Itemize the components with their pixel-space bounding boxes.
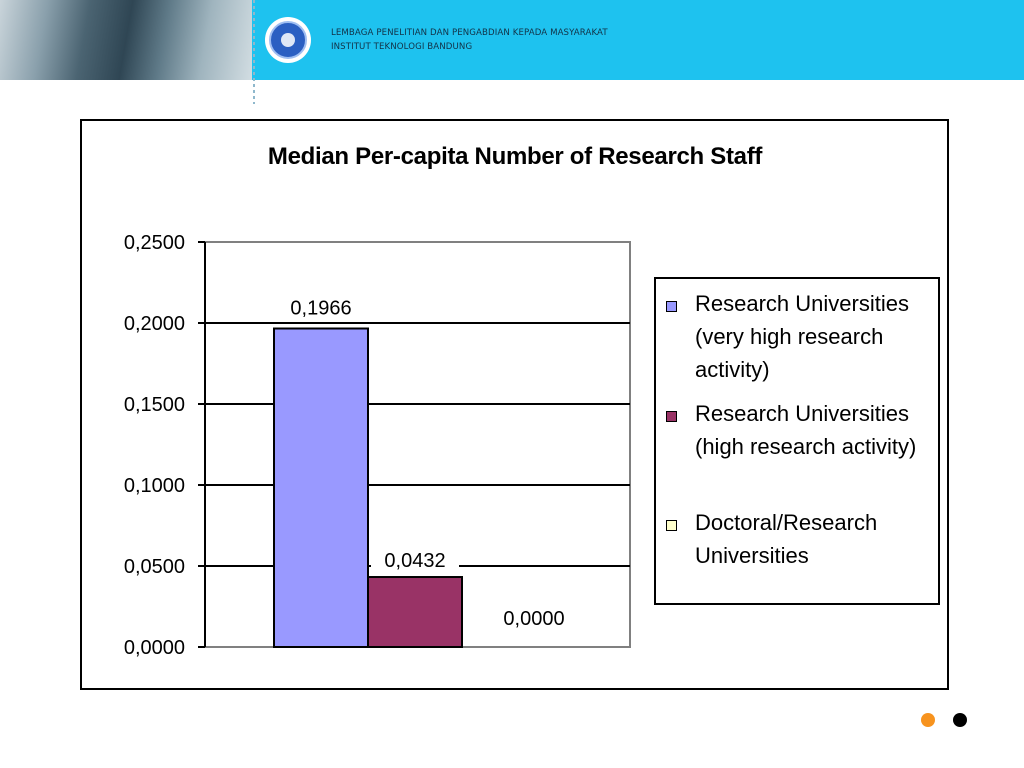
- y-tick-label: 0,2000: [124, 313, 185, 335]
- header-banner: LEMBAGA PENELITIAN DAN PENGABDIAN KEPADA…: [0, 0, 1024, 80]
- bar: [273, 327, 369, 648]
- y-tick-label: 0,2500: [124, 232, 185, 254]
- institution-name: LEMBAGA PENELITIAN DAN PENGABDIAN KEPADA…: [331, 26, 608, 54]
- chart-legend: Research Universities (very high researc…: [654, 277, 940, 605]
- y-tick-label: 0,1500: [124, 394, 185, 416]
- data-label: 0,0000: [503, 608, 564, 630]
- y-tick-label: 0,1000: [124, 475, 185, 497]
- legend-label: Research Universities (very high researc…: [695, 291, 909, 382]
- legend-swatch: [666, 411, 677, 422]
- y-tick-label: 0,0500: [124, 556, 185, 578]
- nav-dot-black[interactable]: [953, 713, 967, 727]
- institution-logo: [265, 17, 311, 63]
- data-label-bg: [490, 603, 578, 631]
- legend-swatch: [666, 520, 677, 531]
- data-label-bg: [277, 292, 365, 321]
- chart-title: Median Per-capita Number of Research Sta…: [267, 143, 763, 170]
- institution-line-2: INSTITUT TEKNOLOGI BANDUNG: [331, 42, 473, 52]
- banner-divider: [253, 0, 255, 104]
- institution-line-1: LEMBAGA PENELITIAN DAN PENGABDIAN KEPADA…: [331, 28, 608, 38]
- data-label-bg: [371, 545, 459, 574]
- data-label: 0,1966: [290, 298, 351, 320]
- header-photo: [0, 0, 252, 80]
- legend-swatch: [666, 301, 677, 312]
- legend-label: Research Universities (high research act…: [695, 401, 917, 459]
- legend-label: Doctoral/Research Universities: [695, 510, 878, 568]
- data-label: 0,0432: [384, 550, 445, 572]
- nav-dot-orange[interactable]: [921, 713, 935, 727]
- bar: [367, 576, 463, 648]
- y-tick-label: 0,0000: [124, 637, 185, 659]
